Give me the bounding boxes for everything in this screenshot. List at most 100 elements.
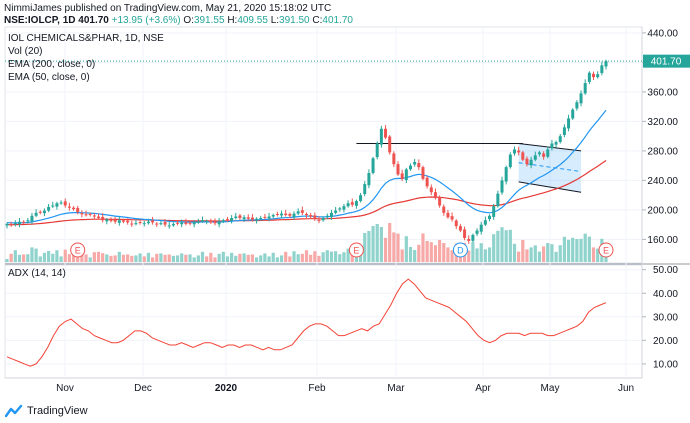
candle-body <box>363 184 367 195</box>
candle-body <box>554 142 558 145</box>
candle-body <box>475 230 479 234</box>
candle-body <box>101 216 105 221</box>
candle-body <box>367 173 371 186</box>
candle-body <box>317 219 321 221</box>
volume-bar <box>512 243 517 262</box>
candle-body <box>34 212 38 216</box>
candle-body <box>488 215 492 220</box>
volume-bar <box>96 251 101 262</box>
volume-bar <box>267 256 271 262</box>
volume-bar <box>150 257 155 262</box>
volume-bar <box>188 254 192 262</box>
candle-body <box>379 128 383 145</box>
earnings-marker-label: E <box>75 246 81 256</box>
candle-body <box>537 152 541 155</box>
candle-body <box>350 202 354 205</box>
volume-bar <box>521 240 525 262</box>
adx-line <box>6 278 607 367</box>
candle-body <box>587 72 591 82</box>
candle-body <box>126 220 130 223</box>
volume-bar <box>413 250 417 262</box>
volume-bar <box>292 251 296 262</box>
legend-ema50: EMA (50, close, 0) <box>8 72 90 83</box>
close-label: C: <box>312 15 323 26</box>
volume-bar <box>38 256 42 262</box>
price-tick-label: 440.00 <box>647 28 678 39</box>
candle-body <box>592 73 596 78</box>
candle-body <box>201 220 205 222</box>
legend-ema200: EMA (200, close, 0) <box>8 59 96 70</box>
candle-body <box>63 201 67 206</box>
volume-bar <box>146 252 151 262</box>
volume-bar <box>550 244 554 262</box>
volume-bar <box>546 243 550 262</box>
candle-body <box>600 65 604 74</box>
candle-body <box>325 215 329 217</box>
volume-bar <box>496 230 500 262</box>
candle-body <box>384 128 388 138</box>
candle-body <box>458 226 462 231</box>
candle-body <box>184 222 188 224</box>
candle-body <box>22 221 26 223</box>
dividend-marker-label: D <box>457 246 464 256</box>
candle-body <box>579 93 583 104</box>
volume-bar <box>109 255 113 262</box>
candle-body <box>525 158 529 165</box>
candle-body <box>134 223 138 225</box>
candle-body <box>492 206 496 217</box>
time-tick-label: Apr <box>475 383 491 394</box>
candle-body <box>92 215 96 217</box>
last-price-tag: 401.70 <box>643 54 690 68</box>
volume-bar <box>138 253 142 262</box>
volume-bar <box>350 254 354 262</box>
earnings-marker-label: E <box>603 246 609 256</box>
time-tick-label: Feb <box>308 383 326 394</box>
volume-bar <box>30 247 34 262</box>
volume-bar <box>542 246 546 262</box>
candle-body <box>9 223 13 226</box>
volume-bar <box>554 251 558 262</box>
tradingview-logo[interactable]: TradingView <box>5 402 88 420</box>
candle-body <box>88 213 92 215</box>
candle-body <box>467 239 471 241</box>
candle-body <box>230 218 234 221</box>
volume-bar <box>533 245 537 262</box>
candle-body <box>504 167 508 182</box>
volume-bar <box>271 252 275 262</box>
candle-body <box>292 213 296 217</box>
adx-tick-label: 30.00 <box>653 312 678 323</box>
candle-body <box>354 201 358 206</box>
price-tick-label: 240.00 <box>647 176 678 187</box>
volume-bar <box>88 257 92 262</box>
volume-bar <box>263 253 267 262</box>
candles <box>5 59 608 244</box>
volume-bar <box>404 236 408 262</box>
volume-bar <box>171 255 175 262</box>
candle-body <box>13 223 17 225</box>
volume-bar <box>130 255 134 262</box>
candle-body <box>596 74 600 78</box>
candle-body <box>38 211 42 213</box>
volume-bar <box>84 254 88 262</box>
volume-bar <box>288 256 292 262</box>
candle-body <box>84 214 88 216</box>
candle-body <box>533 155 537 160</box>
volume-bar <box>475 248 479 262</box>
candle-body <box>433 192 437 199</box>
svg-text:401.70: 401.70 <box>651 57 682 68</box>
volume-bar <box>300 253 304 262</box>
candle-body <box>583 83 587 94</box>
volume-bar <box>209 252 213 262</box>
candle-body <box>146 221 150 224</box>
publish-line: NimmiJames published on TradingView.com,… <box>4 3 332 14</box>
volume-bar <box>105 254 109 262</box>
volume-bar <box>59 256 63 262</box>
volume-bar <box>238 253 242 262</box>
candle-body <box>42 210 46 214</box>
open-value: 391.55 <box>193 15 225 26</box>
volume-bar <box>492 234 496 262</box>
volume-bar <box>296 254 300 262</box>
time-tick-label: May <box>541 383 560 394</box>
candle-body <box>517 150 521 153</box>
